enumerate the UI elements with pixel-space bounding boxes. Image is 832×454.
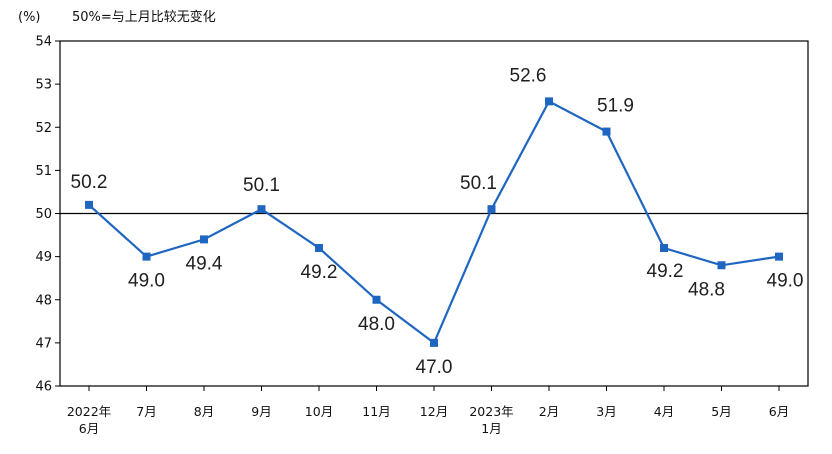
chart-note: 50%=与上月比较无变化: [72, 9, 216, 25]
data-label: 49.4: [186, 253, 223, 274]
data-label: 50.1: [243, 175, 280, 196]
data-label: 49.0: [767, 271, 804, 292]
x-category-label: 2022年: [67, 404, 111, 419]
x-category-label: 4月: [654, 404, 674, 419]
data-point: [257, 205, 266, 214]
data-label: 50.2: [71, 172, 108, 193]
data-label: 48.0: [358, 314, 395, 335]
x-category-label: 10月: [305, 404, 333, 419]
data-label: 51.9: [597, 96, 634, 117]
x-category-label: 2023年: [469, 404, 513, 419]
series-line: [88, 99, 780, 345]
x-category-label: 8月: [194, 404, 214, 419]
data-point: [545, 97, 553, 106]
data-label: 49.2: [647, 261, 684, 282]
y-tick-label: 47: [35, 336, 52, 351]
y-tick-label: 53: [35, 78, 52, 93]
data-point: [660, 244, 668, 252]
data-point: [487, 205, 496, 214]
data-point: [602, 127, 611, 136]
x-category-label: 9月: [251, 404, 271, 419]
data-point: [200, 235, 208, 244]
data-point: [142, 252, 151, 261]
data-labels: 50.2 49.0 49.4 50.1 49.2 48.0 47.0 50.1 52.6 51.9…: [71, 65, 804, 378]
x-category-label: 2月: [539, 404, 559, 419]
data-point: [775, 252, 783, 261]
y-tick-label: 52: [35, 121, 52, 136]
data-label: 47.0: [416, 357, 453, 378]
x-category-label: 6月: [79, 421, 99, 436]
y-tick-label: 50: [35, 207, 52, 222]
y-tick-label: 51: [35, 164, 52, 179]
x-category-label: 6月: [769, 404, 789, 419]
data-markers: [85, 97, 783, 347]
data-point: [315, 244, 323, 252]
data-label: 50.1: [460, 173, 497, 194]
x-category-label: 7月: [136, 404, 156, 419]
plot-area: 46 47 48 49 50 51 52 53 54 2022年 6月 7月 8月 9月 10月 11月 12…: [35, 35, 809, 436]
x-category-label: 11月: [362, 404, 390, 419]
data-label: 49.0: [128, 271, 165, 292]
unit-label: (%): [18, 10, 41, 25]
data-point: [85, 200, 93, 209]
y-tick-label: 46: [35, 380, 52, 395]
x-category-label: 3月: [596, 404, 616, 419]
data-point: [372, 295, 381, 304]
x-category-label: 1月: [481, 421, 501, 436]
data-point: [717, 261, 726, 270]
y-tick-label: 48: [35, 293, 52, 308]
y-axis: 46 47 48 49 50 51 52 53 54: [35, 35, 60, 395]
data-point: [430, 338, 438, 347]
y-tick-label: 54: [35, 35, 52, 50]
x-category-label: 12月: [420, 404, 448, 419]
x-category-label: 5月: [711, 404, 731, 419]
x-axis: 2022年 6月 7月 8月 9月 10月 11月 12月 2023年 1月 2月 3月 4月 5月 6月: [67, 386, 789, 436]
data-label: 49.2: [301, 262, 338, 283]
data-label: 52.6: [510, 65, 547, 86]
data-label: 48.8: [688, 279, 725, 300]
y-tick-label: 49: [35, 250, 52, 265]
